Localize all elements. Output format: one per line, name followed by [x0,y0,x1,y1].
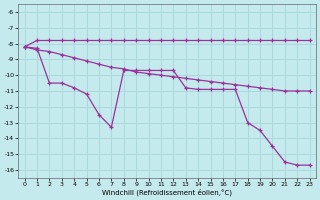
X-axis label: Windchill (Refroidissement éolien,°C): Windchill (Refroidissement éolien,°C) [102,188,232,196]
